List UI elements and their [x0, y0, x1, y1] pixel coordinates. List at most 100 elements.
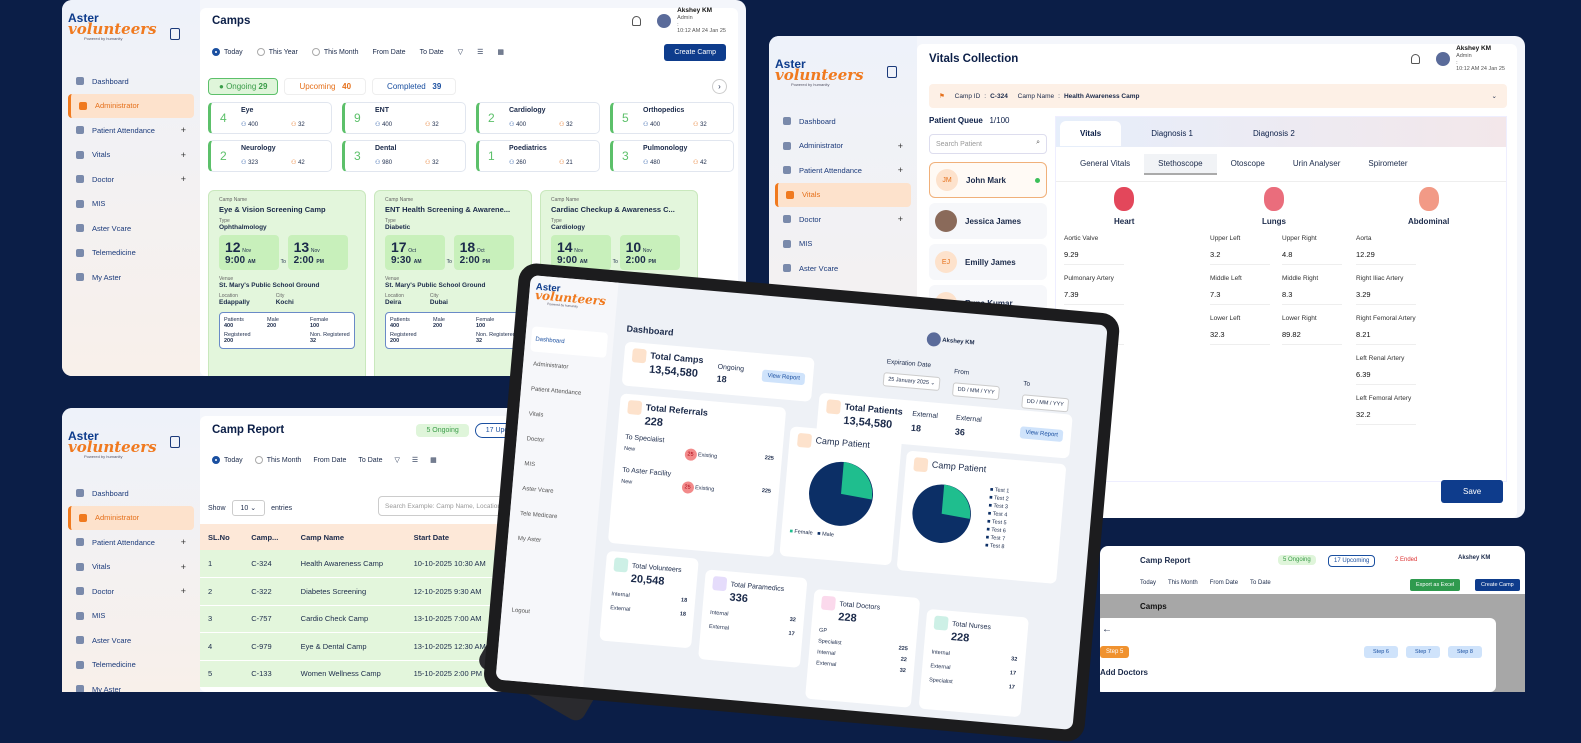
- sidebar-item-dashboard[interactable]: Dashboard: [68, 69, 194, 94]
- back-arrow-icon[interactable]: ←: [1102, 624, 1112, 635]
- sidebar-item-aster-vcare[interactable]: Aster Vcare: [68, 216, 194, 241]
- speciality-tile[interactable]: 3 Dental ⚇ 980 ⚇ 32: [342, 140, 466, 172]
- to-date[interactable]: To Date: [358, 456, 383, 464]
- tab-vitals[interactable]: Vitals: [1060, 121, 1122, 146]
- speciality-tile[interactable]: 4 Eye ⚇ 400 ⚇ 32: [208, 102, 332, 134]
- sidebar-item-mis[interactable]: MIS: [68, 604, 194, 629]
- tablet-nav-logout[interactable]: Logout: [511, 607, 531, 616]
- expand-icon[interactable]: +: [180, 586, 186, 597]
- expand-icon[interactable]: +: [897, 140, 903, 151]
- save-button[interactable]: Save: [1441, 480, 1504, 503]
- subtab-stethoscope[interactable]: Stethoscope: [1144, 154, 1217, 175]
- sidebar-item-telemedicine[interactable]: Telemedicine: [68, 241, 194, 266]
- filter-icon[interactable]: ▽: [457, 49, 464, 56]
- step-7[interactable]: Step 7: [1406, 646, 1440, 658]
- tab-upcoming[interactable]: Upcoming 40: [284, 78, 367, 95]
- sidebar-item-my-aster[interactable]: My Aster: [68, 677, 194, 692]
- grid-icon[interactable]: ▦: [430, 457, 437, 464]
- sidebar-item-administrator[interactable]: Administrator +: [775, 134, 911, 159]
- expand-icon[interactable]: +: [180, 125, 186, 136]
- filter-month[interactable]: This Month: [254, 456, 301, 464]
- mini-create-button[interactable]: Create Camp: [1475, 579, 1520, 591]
- column-header[interactable]: Camp Name: [292, 524, 406, 550]
- search-patient-input[interactable]: Search Patient ⌕: [929, 134, 1047, 154]
- table-row[interactable]: 5 C-133 Women Wellness Camp 15-10-2025 2:00…: [200, 660, 548, 688]
- sidebar-item-dashboard[interactable]: Dashboard: [775, 109, 911, 134]
- sidebar-item-vitals[interactable]: Vitals +: [68, 555, 194, 580]
- tab-diagnosis-2[interactable]: Diagnosis 2: [1253, 129, 1295, 138]
- next-icon[interactable]: ›: [712, 79, 727, 94]
- filter-today[interactable]: Today: [212, 456, 243, 464]
- mini-ended[interactable]: 2 Ended: [1395, 557, 1418, 563]
- sidebar-item-vitals[interactable]: Vitals +: [68, 143, 194, 168]
- tablet-from-date[interactable]: DD / MM / YYY: [951, 382, 1001, 401]
- grid-icon[interactable]: ▦: [497, 49, 504, 56]
- sidebar-item-administrator[interactable]: Administrator: [68, 93, 194, 118]
- sidebar-item-doctor[interactable]: Doctor +: [68, 579, 194, 604]
- tab-ongoing[interactable]: ● Ongoing 29: [208, 78, 279, 95]
- speciality-tile[interactable]: 9 ENT ⚇ 400 ⚇ 32: [342, 102, 466, 134]
- tablet-to-date[interactable]: DD / MM / YYY: [1021, 394, 1070, 413]
- column-header[interactable]: SL.No: [200, 524, 244, 550]
- filter-year[interactable]: This Year: [256, 48, 298, 56]
- step-8[interactable]: Step 8: [1448, 646, 1482, 658]
- sidebar-item-dashboard[interactable]: Dashboard: [68, 481, 194, 506]
- sidebar-item-patient-attendance[interactable]: Patient Attendance +: [775, 158, 911, 183]
- tab-diagnosis-1[interactable]: Diagnosis 1: [1151, 129, 1194, 138]
- subtab-otoscope[interactable]: Otoscope: [1230, 159, 1265, 168]
- sidebar-item-mis[interactable]: MIS: [68, 192, 194, 217]
- collapse-icon[interactable]: [170, 436, 180, 448]
- column-header[interactable]: Start Date: [405, 524, 507, 550]
- filter-icon[interactable]: ▽: [394, 457, 400, 464]
- collapse-icon[interactable]: [170, 28, 180, 40]
- create-camp-button[interactable]: Create Camp: [664, 43, 726, 61]
- camp-info-bar[interactable]: ⚑ Camp ID: C-324 Camp Name: Health Aware…: [929, 84, 1507, 108]
- patient-queue-item[interactable]: JM John Mark: [929, 162, 1047, 198]
- list-icon[interactable]: ☰: [477, 49, 484, 56]
- from-date[interactable]: From Date: [313, 456, 347, 464]
- subtab-general-vitals[interactable]: General Vitals: [1080, 159, 1131, 168]
- sidebar-item-my-aster[interactable]: My Aster: [68, 265, 194, 290]
- export-excel-button[interactable]: Export as Excel: [1410, 579, 1461, 591]
- camp-card[interactable]: Camp Name ENT Health Screening & Awarene.…: [374, 190, 532, 376]
- from-date[interactable]: From Date: [372, 48, 406, 56]
- expand-icon[interactable]: +: [180, 149, 186, 160]
- patient-queue-item[interactable]: EJ Emilly James: [929, 244, 1047, 280]
- step-5[interactable]: Step 5: [1100, 646, 1130, 658]
- sidebar-item-aster-vcare[interactable]: Aster Vcare: [775, 256, 911, 281]
- sidebar-item-administrator[interactable]: Administrator: [68, 505, 194, 530]
- speciality-tile[interactable]: 1 Poediatrics ⚇ 260 ⚇ 21: [476, 140, 600, 172]
- sidebar-item-doctor[interactable]: Doctor +: [775, 207, 911, 232]
- patient-queue-item[interactable]: Jessica James: [929, 203, 1047, 239]
- to-date[interactable]: To Date: [419, 48, 444, 56]
- expand-icon[interactable]: +: [897, 165, 903, 176]
- expand-icon[interactable]: +: [180, 174, 186, 185]
- speciality-tile[interactable]: 2 Neurology ⚇ 323 ⚇ 42: [208, 140, 332, 172]
- tablet-nav-my-aster[interactable]: My Aster: [517, 535, 542, 544]
- sidebar-item-aster-vcare[interactable]: Aster Vcare: [68, 628, 194, 653]
- list-icon[interactable]: ☰: [411, 457, 419, 464]
- mini-upcoming[interactable]: 17 Upcoming: [1328, 555, 1376, 567]
- camp-card[interactable]: Camp Name Eye & Vision Screening Camp Type…: [208, 190, 366, 376]
- subtab-urin-analyser[interactable]: Urin Analyser: [1292, 159, 1341, 168]
- filter-month[interactable]: This Month: [311, 48, 359, 56]
- bell-icon[interactable]: [1411, 53, 1421, 64]
- subtab-spirometer[interactable]: Spirometer: [1368, 159, 1408, 168]
- expiration-date-select[interactable]: 25 January 2025 ⌄: [882, 372, 941, 392]
- speciality-tile[interactable]: 3 Pulmonology ⚇ 480 ⚇ 42: [610, 140, 734, 172]
- step-6[interactable]: Step 6: [1364, 646, 1398, 658]
- collapse-icon[interactable]: [887, 66, 897, 78]
- expand-icon[interactable]: +: [180, 537, 186, 548]
- sidebar-item-vitals[interactable]: Vitals: [775, 182, 911, 207]
- entries-select[interactable]: 10 ⌄: [231, 500, 266, 516]
- sidebar-item-patient-attendance[interactable]: Patient Attendance +: [68, 118, 194, 143]
- column-header[interactable]: Camp...: [243, 524, 293, 550]
- sidebar-item-doctor[interactable]: Doctor +: [68, 167, 194, 192]
- tab-completed[interactable]: Completed 39: [372, 78, 457, 95]
- sidebar-item-patient-attendance[interactable]: Patient Attendance +: [68, 530, 194, 555]
- speciality-tile[interactable]: 2 Cardiology ⚇ 400 ⚇ 32: [476, 102, 600, 134]
- avatar[interactable]: [1436, 51, 1451, 66]
- sidebar-item-mis[interactable]: MIS: [775, 232, 911, 257]
- filter-today[interactable]: Today: [212, 48, 243, 56]
- avatar[interactable]: [657, 14, 672, 28]
